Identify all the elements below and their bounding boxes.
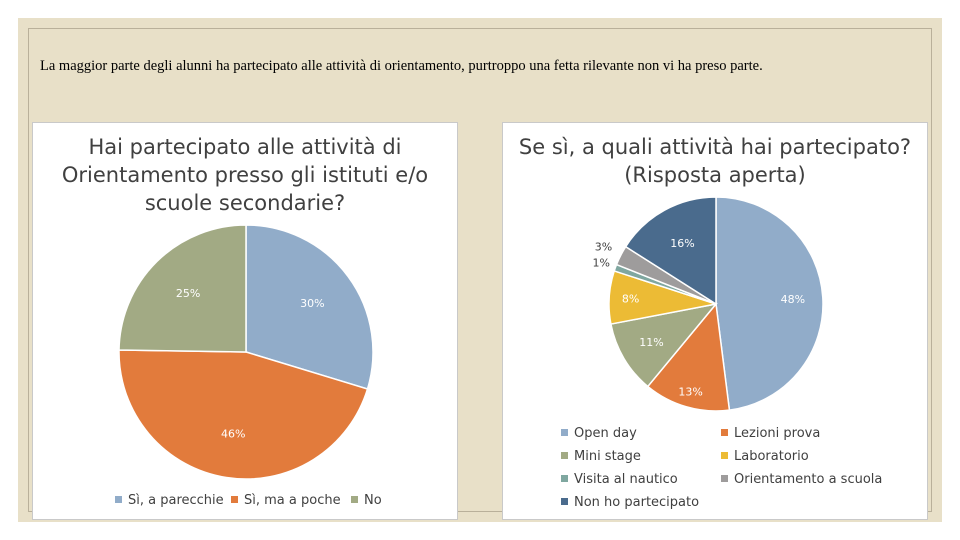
- legend-item: Lezioni prova: [721, 426, 820, 441]
- legend-swatch: [561, 452, 568, 459]
- legend-label: Visita al nautico: [574, 472, 678, 487]
- pie-slice: [646, 302, 731, 412]
- legend-swatch: [721, 429, 728, 436]
- slice-label: 16%: [670, 237, 694, 250]
- legend-swatch: [721, 475, 728, 482]
- slice-label: 1%: [593, 257, 610, 270]
- legend-label: Non ho partecipato: [574, 495, 700, 510]
- legend-item: No: [351, 493, 382, 508]
- slice-label: 30%: [300, 297, 324, 310]
- pie-slice: [245, 224, 374, 390]
- legend-label: Orientamento a scuola: [734, 472, 883, 487]
- legend-swatch: [561, 475, 568, 482]
- slice-label: 8%: [622, 293, 639, 306]
- chart-title-line: (Risposta aperta): [624, 163, 806, 187]
- chart-title-line: Hai partecipato alle attività di: [88, 135, 402, 159]
- activities-pie-chart: Se sì, a quali attività hai partecipato?…: [502, 122, 928, 520]
- pie-slice: [118, 349, 369, 480]
- slice-label: 3%: [595, 241, 612, 254]
- legend-swatch: [721, 452, 728, 459]
- legend-item: Open day: [561, 426, 637, 441]
- participation-pie-chart: Hai partecipato alle attività di Orienta…: [32, 122, 458, 520]
- slide-caption: La maggior parte degli alunni ha parteci…: [40, 58, 763, 74]
- pie-plot-area: 30% 46% 25%: [118, 224, 374, 480]
- chart-title-line: scuole secondarie?: [144, 191, 346, 215]
- content-frame: [28, 28, 932, 512]
- pie-slice: [118, 224, 247, 353]
- chart-title-line: Orientamento presso gli istituti e/o: [61, 163, 429, 187]
- legend-label: Open day: [574, 426, 637, 441]
- slice-label: 11%: [639, 336, 663, 349]
- legend-item: Sì, ma a poche: [231, 493, 341, 508]
- pie-slice: [610, 302, 718, 388]
- legend-item: Laboratorio: [721, 449, 809, 464]
- legend-label: Sì, ma a poche: [244, 493, 341, 508]
- legend-item: Non ho partecipato: [561, 495, 699, 510]
- legend-swatch: [115, 496, 122, 503]
- legend-item: Mini stage: [561, 449, 641, 464]
- legend-swatch: [231, 496, 238, 503]
- legend-label: Lezioni prova: [734, 426, 821, 441]
- legend-label: Laboratorio: [734, 449, 809, 464]
- legend-label: No: [364, 493, 382, 508]
- legend-label: Mini stage: [574, 449, 641, 464]
- slice-label: 25%: [176, 287, 200, 300]
- legend-item: Visita al nautico: [561, 472, 678, 487]
- legend-swatch: [561, 498, 568, 505]
- pie-slice: [624, 196, 717, 306]
- slice-label: 48%: [781, 293, 805, 306]
- legend-item: Sì, a parecchie: [115, 493, 224, 508]
- slice-label: 46%: [221, 428, 245, 441]
- legend-swatch: [351, 496, 358, 503]
- legend-swatch: [561, 429, 568, 436]
- pie-plot-area: 48% 13% 11% 8% 1% 3% 16%: [593, 196, 824, 412]
- slice-label: 13%: [678, 385, 702, 398]
- pie-slice: [715, 196, 824, 411]
- legend-label: Sì, a parecchie: [128, 493, 224, 508]
- chart-title-line: Se sì, a quali attività hai partecipato?: [518, 135, 912, 159]
- legend-item: Orientamento a scuola: [721, 472, 882, 487]
